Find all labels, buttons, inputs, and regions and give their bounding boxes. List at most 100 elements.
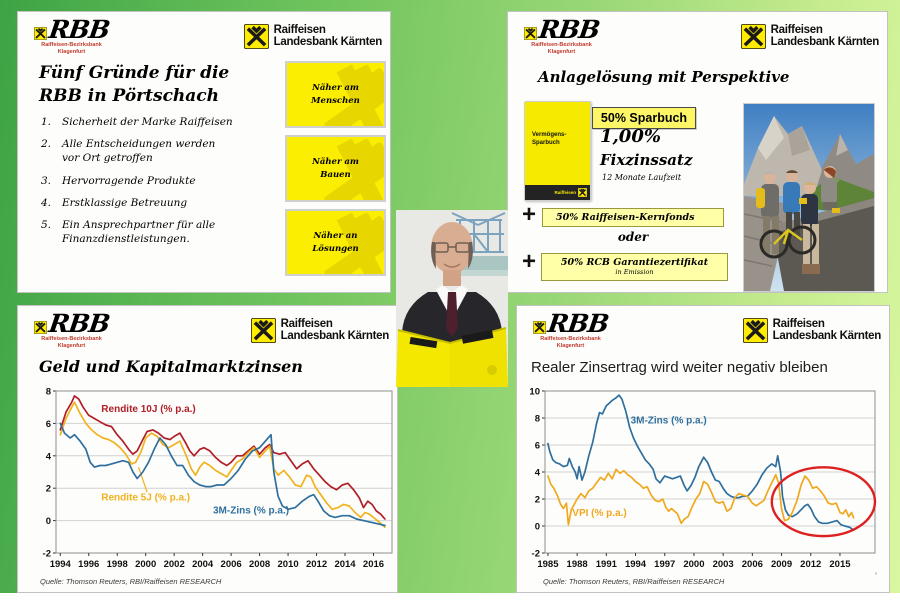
svg-text:2012: 2012 — [800, 559, 821, 570]
raiffeisen-gable-cross-icon — [250, 318, 276, 343]
interest-rate-label: Fixzinssatz — [600, 151, 693, 169]
svg-text:-2: -2 — [532, 549, 540, 560]
svg-text:2012: 2012 — [306, 559, 327, 570]
rbb-wordmark: RBB — [46, 15, 112, 44]
svg-text:2000: 2000 — [135, 559, 156, 570]
rbb-logo: RBB Raiffeisen-Bezirksbank Klagenfurt — [524, 15, 602, 55]
svg-text:0: 0 — [46, 516, 51, 527]
rbb-wordmark: RBB — [536, 15, 602, 44]
stray-mark: ’ — [875, 571, 877, 581]
list-item: 2. Alle Entscheidungen werden vor Ort get… — [41, 138, 216, 165]
list-item: 1. Sicherheit der Marke Raiffeisen — [41, 116, 233, 128]
list-item: 3. Hervorragende Produkte — [41, 174, 196, 187]
rbb-wordmark: RBB — [46, 309, 112, 338]
slide-header: RBB Raiffeisen-Bezirksbank Klagenfurt Ra… — [18, 12, 390, 55]
rbb-subtitle: Raiffeisen-Bezirksbank Klagenfurt — [41, 42, 102, 55]
svg-text:4: 4 — [535, 468, 541, 479]
or-divider: oder — [617, 230, 649, 244]
raiffeisen-landesbank-logo: Raiffeisen Landesbank Kärnten — [250, 318, 389, 343]
svg-text:8: 8 — [535, 414, 540, 425]
advisor-photo — [396, 210, 508, 387]
svg-text:10: 10 — [529, 387, 540, 398]
svg-text:6: 6 — [535, 441, 540, 452]
svg-text:2014: 2014 — [334, 559, 356, 570]
raiffeisen-landesbank-wordmark: Raiffeisen Landesbank Kärnten — [770, 23, 880, 48]
hikers-photo — [743, 103, 875, 292]
slide-header: RBB Raiffeisen-Bezirksbank Klagenfurt Ra… — [517, 306, 889, 349]
plus-icon: + — [521, 201, 536, 228]
interest-rate-term: 12 Monate Laufzeit — [602, 173, 682, 182]
slide-header: RBB Raiffeisen-Bezirksbank Klagenfurt Ra… — [18, 306, 397, 349]
svg-text:Rendite 10J (% p.a.): Rendite 10J (% p.a.) — [101, 404, 195, 415]
glasses — [434, 242, 470, 253]
rbb-logo: RBB Raiffeisen-Bezirksbank Klagenfurt — [533, 309, 611, 349]
svg-text:2004: 2004 — [192, 559, 214, 570]
chart-title: Realer Zinsertrag wird weiter negativ bl… — [531, 359, 828, 376]
raiffeisen-cross-watermark-icon — [318, 211, 384, 274]
rbb-logo: RBB Raiffeisen-Bezirksbank Klagenfurt — [34, 15, 112, 55]
raiffeisen-gable-cross-icon — [740, 24, 766, 49]
svg-text:2016: 2016 — [363, 559, 384, 570]
svg-text:Rendite 5J (% p.a.): Rendite 5J (% p.a.) — [101, 492, 190, 503]
svg-text:1996: 1996 — [78, 559, 99, 570]
reasons-list: 1. Sicherheit der Marke Raiffeisen 2. Alle… — [41, 115, 291, 254]
rbb-logo: RBB Raiffeisen-Bezirksbank Klagenfurt — [34, 309, 112, 349]
slide-money-market-rates: RBB Raiffeisen-Bezirksbank Klagenfurt Ra… — [17, 305, 398, 593]
slogan-cards: Näher am Menschen Näher am Bauen Näher a… — [285, 61, 386, 283]
page-title: Anlagelösung mit Perspektive — [538, 68, 790, 86]
svg-text:2010: 2010 — [277, 559, 298, 570]
svg-text:1994: 1994 — [625, 559, 647, 570]
raiffeisen-landesbank-logo: Raiffeisen Landesbank Kärnten — [740, 23, 880, 49]
svg-text:2015: 2015 — [829, 559, 851, 570]
svg-text:1997: 1997 — [654, 559, 675, 570]
svg-text:8: 8 — [46, 387, 51, 398]
raiffeisen-landesbank-logo: Raiffeisen Landesbank Kärnten — [243, 23, 383, 49]
savings-booklet: Vermögens- Sparbuch Raiffeisen — [524, 101, 591, 201]
slide-real-interest: RBB Raiffeisen-Bezirksbank Klagenfurt Ra… — [516, 305, 890, 593]
svg-text:1998: 1998 — [107, 559, 128, 570]
svg-text:1988: 1988 — [567, 559, 588, 570]
svg-text:3M-Zins (% p.a.): 3M-Zins (% p.a.) — [213, 505, 289, 516]
real-interest-chart: -2 0 2 4 6 8 10 1985 1988 1991 1994 1997 2000 2003 200… — [529, 387, 877, 570]
slogan-card: Näher an Lösungen — [285, 209, 386, 276]
slogan-card: Näher am Menschen — [285, 61, 386, 128]
svg-text:2006: 2006 — [742, 559, 763, 570]
svg-text:2006: 2006 — [221, 559, 242, 570]
chart-title: Geld und Kapitalmarktzinsen — [39, 357, 303, 376]
slide-header: RBB Raiffeisen-Bezirksbank Klagenfurt Ra… — [508, 12, 887, 55]
booklet-brand-bar: Raiffeisen — [525, 185, 590, 200]
sparbuch-box: 50% Sparbuch — [592, 107, 696, 129]
svg-text:3M-Zins (% p.a.): 3M-Zins (% p.a.) — [631, 415, 707, 426]
list-item: 5. Ein Ansprechpartner für alle Finanzdie… — [41, 218, 216, 246]
svg-text:2003: 2003 — [713, 559, 734, 570]
option-kernfonds: 50% Raiffeisen-Kernfonds — [542, 208, 724, 227]
money-market-rates-chart: -2 0 2 4 6 8 1994 1996 1998 2000 2002 2004 2006 2008 2… — [43, 387, 393, 570]
rbb-wordmark: RBB — [545, 309, 611, 338]
svg-text:2: 2 — [46, 484, 51, 495]
raiffeisen-gable-cross-icon — [524, 27, 537, 41]
raiffeisen-gable-cross-icon — [34, 321, 47, 335]
slogan-card: Näher am Bauen — [285, 135, 386, 202]
svg-text:0: 0 — [535, 522, 540, 533]
raiffeisen-landesbank-logo: Raiffeisen Landesbank Kärnten — [742, 317, 882, 343]
rbb-subtitle: Raiffeisen-Bezirksbank Klagenfurt — [540, 336, 601, 349]
raiffeisen-cross-watermark-icon — [318, 63, 384, 126]
raiffeisen-cross-watermark-icon — [318, 137, 384, 200]
list-item: 4. Erstklassige Betreuung — [41, 196, 188, 209]
raiffeisen-landesbank-wordmark: Raiffeisen Landesbank Kärnten — [772, 317, 882, 342]
svg-text:2008: 2008 — [249, 559, 270, 570]
page-title: Fünf Gründe für die RBB in Pörtschach — [39, 63, 230, 106]
svg-text:1994: 1994 — [50, 559, 72, 570]
chart-source: Quelle: Thomson Reuters, RBI/Raiffeisen … — [543, 577, 725, 586]
raiffeisen-landesbank-wordmark: Raiffeisen Landesbank Kärnten — [273, 23, 383, 48]
svg-text:-2: -2 — [43, 549, 51, 560]
svg-text:4: 4 — [46, 451, 52, 462]
svg-text:6: 6 — [46, 419, 51, 430]
svg-text:1991: 1991 — [596, 559, 618, 570]
raiffeisen-gable-cross-icon — [742, 318, 768, 343]
interest-rate: 1,00% — [600, 126, 661, 147]
svg-text:2002: 2002 — [164, 559, 185, 570]
raiffeisen-gable-cross-icon — [578, 188, 587, 197]
svg-text:VPI (% p.a.): VPI (% p.a.) — [572, 508, 626, 519]
slide-investment-solution: RBB Raiffeisen-Bezirksbank Klagenfurt Ra… — [507, 11, 888, 293]
